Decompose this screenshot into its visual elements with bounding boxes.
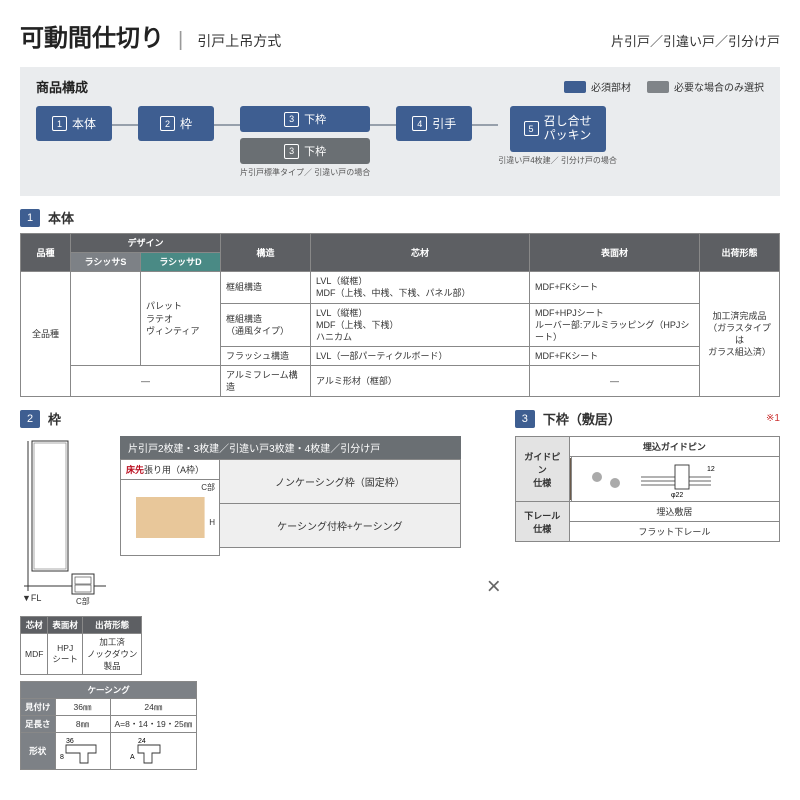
svg-text:▼FL: ▼FL: [22, 593, 41, 603]
th-core: 芯材: [311, 234, 530, 272]
frame-types: 片引戸2枚建・3枚建／引違い戸3枚建・4枚建／引分け戸 床先張り用（A枠） C部…: [120, 436, 461, 556]
flow-node-3a: 3下枠: [240, 106, 370, 132]
td-r1-st: 框組構造: [221, 272, 311, 303]
rail-diagram: φ22 12: [631, 457, 721, 499]
td-r2-st: 框組構造 （通風タイプ）: [221, 303, 311, 346]
flow-node-3b-caption: 片引戸標準タイプ／ 引違い戸の場合: [240, 168, 370, 178]
th-lasissa-s: ラシッサS: [71, 253, 141, 272]
mini-table-casing: ケーシング 見付け36㎜24㎜ 足長さ8㎜A=8・14・19・25㎜ 形状 36…: [20, 681, 197, 770]
td-r2-core: LVL（縦框） MDF（上桟、下桟） ハニカム: [311, 303, 530, 346]
legend: 必須部材 必要な場合のみ選択: [564, 79, 764, 94]
section-1-header: 1 本体: [20, 208, 780, 227]
td-r3-core: LVL（一部パーティクルボード）: [311, 346, 530, 365]
td-design-dash: —: [71, 366, 221, 397]
svg-text:A: A: [130, 754, 135, 761]
page-header: 可動間仕切り | 引戸上吊方式 片引戸／引違い戸／引分け戸: [20, 18, 780, 53]
svg-text:φ22: φ22: [671, 492, 683, 499]
rail-photo: [570, 458, 571, 500]
svg-text:C部: C部: [76, 596, 90, 606]
rail-table: ガイドピン 仕様埋込ガイドピン φ22 12: [515, 436, 780, 542]
flow: 1本体 2枠 3下枠 3下枠 片引戸標準タイプ／ 引違い戸の場合 4引手: [36, 106, 764, 178]
title-divider: |: [178, 29, 183, 52]
section-3-badge: 3: [515, 410, 535, 428]
td-design-s: [71, 272, 141, 366]
casing-shape-a: 36 8: [60, 735, 106, 765]
flow-node-1: 1本体: [36, 106, 112, 141]
td-kind: 全品種: [21, 272, 71, 397]
td-r4-st: アルミフレーム構造: [221, 366, 311, 397]
td-design-d: パレット ラテオ ヴィンティア: [141, 272, 221, 366]
th-ship: 出荷形態: [700, 234, 780, 272]
flow-node-5-caption: 引違い戸4枚建／ 引分け戸の場合: [498, 156, 617, 166]
legend-label-optional: 必要な場合のみ選択: [674, 79, 764, 94]
td-r4-core: アルミ形材（框部）: [311, 366, 530, 397]
section-1-badge: 1: [20, 209, 40, 227]
casing-shape-b: 24 A: [130, 735, 176, 765]
legend-swatch-optional: [647, 81, 669, 93]
header-types: 片引戸／引違い戸／引分け戸: [611, 31, 780, 50]
svg-text:12: 12: [707, 466, 715, 473]
legend-label-required: 必須部材: [591, 79, 631, 94]
frame-row-noncasing: ノンケーシング枠（固定枠）: [220, 459, 461, 504]
frame-row-casing: ケーシング付枠+ケーシング: [220, 504, 461, 548]
th-struct: 構造: [221, 234, 311, 272]
flow-node-4: 4引手: [396, 106, 472, 141]
flow-node-2: 2枠: [138, 106, 214, 141]
td-r3-surf: MDF+FKシート: [530, 346, 700, 365]
section-2-label: 枠: [48, 409, 61, 428]
td-r3-st: フラッシュ構造: [221, 346, 311, 365]
td-r1-surf: MDF+FKシート: [530, 272, 700, 303]
section-2-header: 2 枠: [20, 409, 461, 428]
svg-text:8: 8: [60, 754, 64, 761]
mini-table-material: 芯材表面材出荷形態 MDFHPJ シート加工済 ノックダウン 製品: [20, 616, 142, 675]
flow-node-3b: 3下枠: [240, 138, 370, 164]
flow-node-5: 5召し合せ パッキン: [510, 106, 606, 152]
page-subtitle: 引戸上吊方式: [197, 31, 281, 51]
frame-left-illus: C部 H: [120, 480, 220, 556]
spec-table: 品種 デザイン 構造 芯材 表面材 出荷形態 ラシッサS ラシッサD 全品種 パ…: [20, 233, 780, 397]
frame-left-top: 床先張り用（A枠）: [120, 459, 220, 480]
td-r4-surf: —: [530, 366, 700, 397]
section-2-badge: 2: [20, 410, 40, 428]
th-kind: 品種: [21, 234, 71, 272]
section-3-header: 3 下枠（敷居） ※1: [515, 409, 780, 428]
page-title: 可動間仕切り: [20, 18, 164, 53]
composition-panel: 商品構成 必須部材 必要な場合のみ選択 1本体 2枠 3下枠 3下枠 片引戸標準…: [20, 67, 780, 196]
section-3-note: ※1: [766, 413, 780, 424]
frame-types-header: 片引戸2枚建・3枚建／引違い戸3枚建・4枚建／引分け戸: [120, 436, 461, 459]
legend-swatch-required: [564, 81, 586, 93]
section-3-label: 下枠（敷居）: [543, 409, 621, 428]
td-r1-core: LVL（縦框） MDF（上桟、中桟、下桟、パネル部）: [311, 272, 530, 303]
svg-text:36: 36: [66, 738, 74, 745]
composition-title: 商品構成: [36, 77, 88, 96]
th-design: デザイン: [71, 234, 221, 253]
section-1-label: 本体: [48, 208, 74, 227]
td-ship: 加工済完成品 （ガラスタイプは ガラス組込済）: [700, 272, 780, 397]
door-diagram: ▼FL C部: [20, 436, 110, 606]
td-r2-surf: MDF+HPJシート ルーバー部:アルミラッピング（HPJシート）: [530, 303, 700, 346]
svg-text:24: 24: [138, 738, 146, 745]
combine-x-icon: ×: [487, 573, 501, 601]
th-surface: 表面材: [530, 234, 700, 272]
th-lasissa-d: ラシッサD: [141, 253, 221, 272]
